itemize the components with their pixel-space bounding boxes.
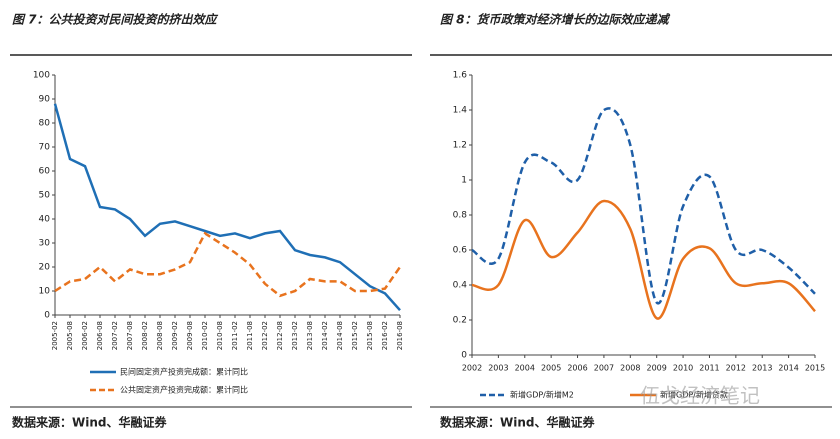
x-tick-label: 2015	[805, 364, 825, 373]
y-tick-label: 0.4	[453, 281, 468, 291]
y-tick-label: 30	[39, 239, 51, 249]
chart-title: 图 7：公共投资对民间投资的挤出效应	[12, 13, 219, 27]
x-tick-label: 2009-02	[171, 321, 179, 350]
x-tick-label: 2007	[594, 364, 614, 373]
x-tick-label: 2014-08	[336, 321, 344, 350]
y-tick-label: 0.8	[453, 211, 468, 221]
y-tick-label: 0	[44, 311, 50, 321]
y-tick-label: 0.2	[453, 316, 467, 326]
x-tick-label: 2014	[778, 364, 798, 373]
y-tick-label: 1.2	[453, 141, 467, 151]
x-tick-label: 2010	[673, 364, 693, 373]
x-tick-label: 2003	[488, 364, 508, 373]
x-tick-label: 2013	[752, 364, 772, 373]
x-tick-label: 2005-02	[51, 321, 59, 350]
legend-label: 新增GDP/新增贷款	[660, 390, 728, 400]
x-tick-label: 2011-02	[231, 321, 239, 350]
x-tick-label: 2012-02	[261, 321, 269, 350]
x-tick-label: 2013-08	[306, 321, 314, 350]
y-tick-label: 20	[39, 263, 51, 273]
x-tick-label: 2012-08	[276, 321, 284, 350]
y-tick-label: 50	[39, 191, 51, 201]
x-tick-label: 2010-08	[216, 321, 224, 350]
x-tick-label: 2005-08	[66, 321, 74, 350]
x-tick-label: 2006	[567, 364, 587, 373]
x-tick-label: 2006-02	[81, 321, 89, 350]
x-tick-label: 2015-08	[366, 321, 374, 350]
series-line	[54, 231, 402, 298]
x-tick-label: 2013-02	[291, 321, 299, 350]
x-tick-label: 2006-08	[96, 321, 104, 350]
x-tick-label: 2008	[620, 364, 640, 373]
y-tick-label: 100	[33, 71, 50, 81]
x-tick-label: 2005	[541, 364, 561, 373]
legend-label: 民间固定资产投资完成额：累计同比	[120, 367, 248, 377]
y-tick-label: 0	[461, 351, 467, 361]
x-tick-label: 2004	[515, 364, 535, 373]
y-tick-label: 1.4	[453, 106, 468, 116]
y-tick-label: 0.6	[453, 246, 468, 256]
watermark: 伍戈经济笔记	[640, 384, 760, 408]
y-tick-label: 60	[39, 167, 51, 177]
y-tick-label: 1.6	[453, 71, 468, 81]
y-tick-label: 40	[39, 215, 51, 225]
x-tick-label: 2007-02	[111, 321, 119, 350]
y-tick-label: 90	[39, 95, 51, 105]
series-line	[53, 103, 401, 312]
legend-label: 新增GDP/新增M2	[510, 390, 574, 400]
y-tick-label: 10	[39, 287, 51, 297]
series-line	[471, 199, 816, 320]
chart-title: 图 8：货币政策对经济增长的边际效应递减	[440, 13, 671, 27]
x-tick-label: 2011-08	[246, 321, 254, 350]
y-tick-label: 80	[39, 119, 51, 129]
x-tick-label: 2009-08	[186, 321, 194, 350]
x-tick-label: 2002	[462, 364, 482, 373]
x-tick-label: 2016-08	[396, 321, 404, 350]
x-tick-label: 2007-08	[126, 321, 134, 350]
source-note: 数据来源：Wind、华融证券	[12, 415, 167, 430]
y-tick-label: 70	[39, 143, 51, 153]
x-tick-label: 2012	[726, 364, 746, 373]
x-tick-label: 2008-08	[156, 321, 164, 350]
x-tick-label: 2011	[699, 364, 719, 373]
x-tick-label: 2010-02	[201, 321, 209, 350]
y-tick-label: 1	[461, 176, 467, 186]
legend-label: 公共固定资产投资完成额：累计同比	[120, 385, 248, 395]
x-tick-label: 2009	[647, 364, 667, 373]
x-tick-label: 2008-02	[141, 321, 149, 350]
series-line	[471, 107, 816, 305]
x-tick-label: 2014-02	[321, 321, 329, 350]
x-tick-label: 2016-02	[381, 321, 389, 350]
source-note: 数据来源：Wind、华融证券	[440, 415, 595, 430]
x-tick-label: 2015-02	[351, 321, 359, 350]
